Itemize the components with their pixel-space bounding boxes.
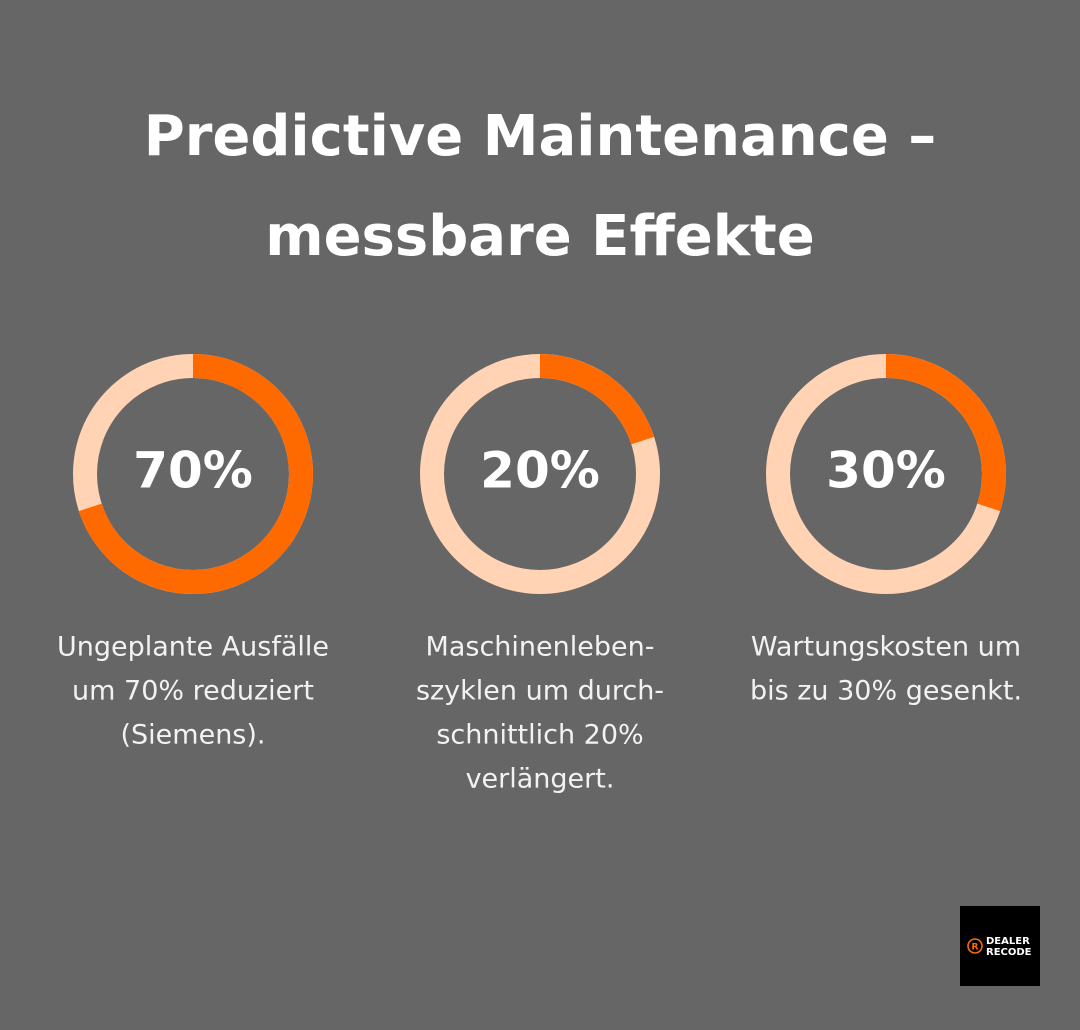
- caption: um 70% reduziert: [72, 676, 314, 707]
- caption: Wartungskosten um: [751, 632, 1021, 663]
- caption: schnittlich 20%: [436, 720, 643, 751]
- donut-value-label: 70%: [133, 442, 253, 500]
- logo-icon: [967, 938, 983, 954]
- caption: bis zu 30% gesenkt.: [750, 676, 1022, 707]
- donut-arc: [539, 354, 655, 445]
- donut-arc: [78, 354, 313, 594]
- caption: (Siemens).: [121, 720, 266, 751]
- caption: Ungeplante Ausfälle: [57, 632, 329, 663]
- logo-text: DEALER: [986, 936, 1030, 947]
- donut-value-label: 20%: [480, 442, 600, 500]
- donut-value-label: 30%: [826, 442, 946, 500]
- caption: szyklen um durch-: [416, 676, 664, 707]
- title: Predictive Maintenance –: [144, 104, 937, 169]
- logo-icon-letter: R: [972, 943, 979, 953]
- caption: Maschinenleben-: [426, 632, 655, 663]
- logo-text: RECODE: [986, 947, 1032, 958]
- logo-box: [960, 906, 1040, 986]
- donut-arc: [885, 354, 1006, 512]
- title: messbare Effekte: [265, 204, 815, 269]
- caption: verlängert.: [466, 764, 615, 795]
